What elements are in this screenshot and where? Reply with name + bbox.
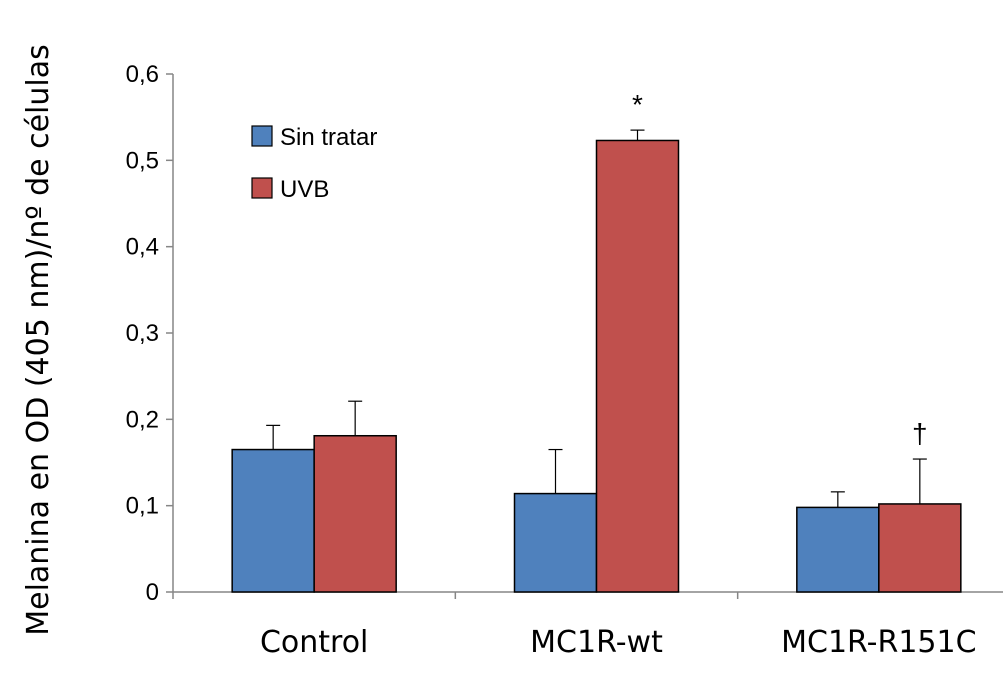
annotations: *†: [632, 89, 928, 449]
significance-marker: †: [912, 418, 928, 449]
y-tick-label: 0,6: [126, 61, 159, 88]
bar: [878, 503, 962, 593]
y-axis-label: Melanina en OD (405 nm)/nº de células: [21, 44, 56, 636]
x-tick-label: MC1R-wt: [530, 625, 663, 660]
bar: [313, 434, 397, 593]
y-tick-label: 0,3: [126, 320, 159, 347]
legend: Sin tratar UVB: [251, 124, 377, 203]
x-tick-label: Control: [260, 625, 368, 660]
bar: [513, 492, 598, 593]
legend-swatch: [251, 177, 273, 199]
significance-marker: *: [632, 89, 643, 120]
bars: [231, 139, 962, 593]
y-tick-label: 0,2: [126, 406, 159, 433]
y-tick-label: 0,4: [126, 234, 159, 261]
legend-label: Sin tratar: [280, 124, 377, 151]
legend-swatch: [251, 125, 273, 147]
bar: [796, 506, 880, 593]
bar: [595, 139, 680, 593]
y-tick-label: 0,1: [126, 493, 159, 520]
error-bars: [266, 129, 927, 508]
y-tick-label: 0: [146, 579, 159, 606]
legend-label: UVB: [280, 176, 329, 203]
bar: [231, 448, 315, 593]
x-tick-label: MC1R-R151C: [781, 625, 976, 660]
y-tick-label: 0,5: [126, 147, 159, 174]
axes: 0 0,1 0,2 0,3 0,4 0,5 0,6 Control MC1R-wt MC1R-R1…: [126, 61, 1003, 660]
